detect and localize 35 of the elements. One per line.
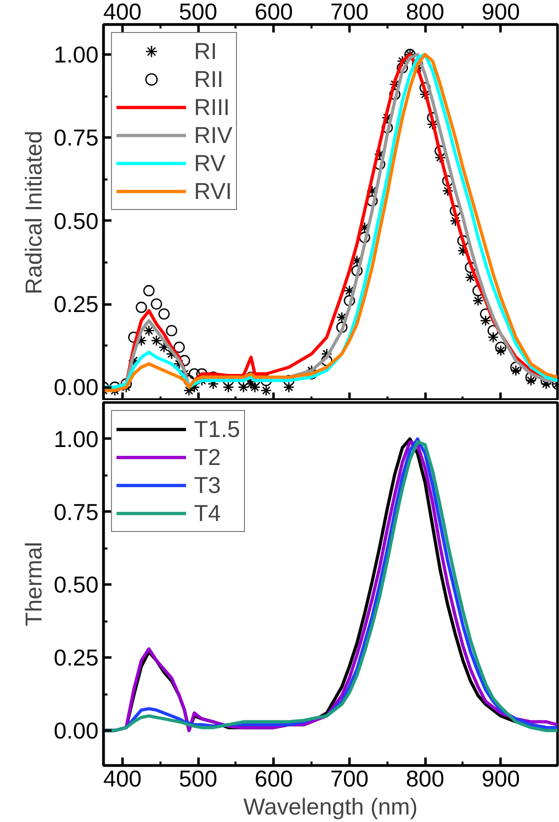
legend-label: T2	[194, 444, 221, 470]
x-tick-label: 400	[103, 766, 142, 792]
x-tick-label: 500	[178, 766, 218, 792]
y-tick-label: 0.00	[54, 374, 98, 400]
y-axis-title: Thermal	[20, 542, 47, 626]
legend-label: RIV	[194, 122, 232, 148]
y-tick-label: 0.25	[54, 291, 98, 318]
legend-label: RV	[194, 150, 226, 176]
y-tick-label: 0.25	[54, 644, 98, 671]
x2-tick-label: 900	[482, 0, 520, 24]
legend-label: RII	[194, 66, 224, 92]
x2-tick-label: 500	[178, 0, 218, 24]
y-tick-label: 1.00	[54, 426, 98, 452]
x-tick-label: 900	[482, 766, 520, 792]
x2-tick-label: 700	[330, 0, 369, 24]
legend-label: RI	[194, 38, 217, 64]
y-tick-label: 0.75	[54, 124, 98, 151]
legend-label: T3	[194, 472, 221, 498]
legend-label: T1.5	[194, 416, 240, 442]
x2-tick-label: 400	[103, 0, 142, 24]
legend-label: RIII	[194, 94, 230, 120]
x-tick-label: 700	[330, 766, 369, 792]
x-axis-title: Wavelength (nm)	[243, 794, 418, 820]
x-tick-label: 800	[406, 766, 444, 792]
legend-label: RVI	[194, 178, 232, 204]
y-tick-label: 0.50	[54, 208, 98, 234]
x-tick-label: 600	[254, 766, 293, 792]
y-tick-label: 0.50	[54, 572, 98, 598]
y-axis-title: Radical Initiated	[20, 130, 47, 294]
y-tick-label: 1.00	[54, 41, 98, 68]
y-tick-label: 0.75	[54, 498, 98, 525]
legend-label: T4	[194, 500, 221, 526]
y-tick-label: 0.00	[54, 718, 98, 744]
x2-tick-label: 800	[406, 0, 444, 24]
x2-tick-label: 600	[254, 0, 293, 24]
